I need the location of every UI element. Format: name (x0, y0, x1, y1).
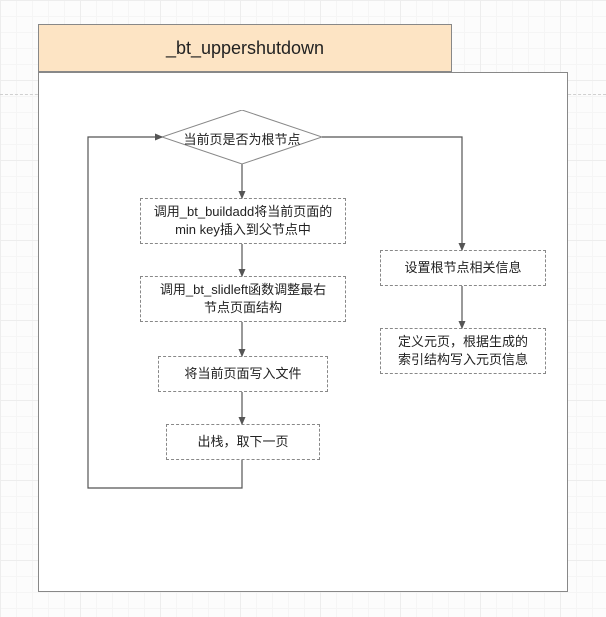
edge-loop-back (88, 137, 242, 488)
edges-layer (0, 0, 606, 617)
edge-right-branch (322, 137, 462, 250)
